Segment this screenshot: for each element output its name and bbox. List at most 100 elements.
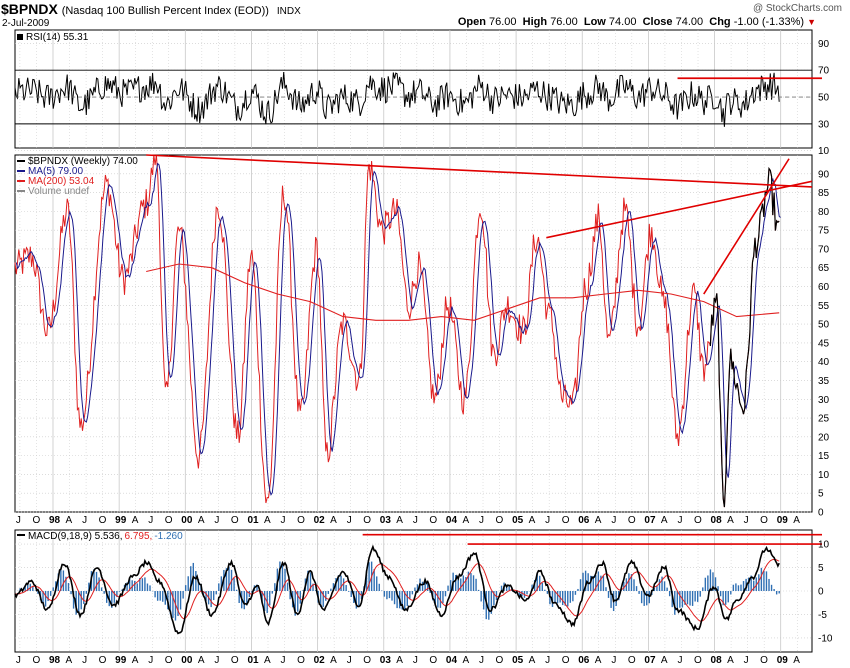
low-value: 74.00	[608, 16, 637, 28]
x-tick-label: A	[66, 655, 73, 666]
ma200-line	[146, 263, 780, 321]
main-ytick-label: 35	[818, 376, 830, 387]
x-tick-label: A	[727, 515, 734, 526]
trendline	[703, 158, 790, 295]
x-tick-label: 05	[512, 515, 524, 526]
x-tick-label: J	[347, 515, 352, 526]
x-tick-label: J	[545, 515, 550, 526]
macd-ytick-label: 0	[818, 587, 824, 598]
x-tick-label: A	[727, 655, 734, 666]
x-tick-label: A	[264, 515, 271, 526]
x-tick-label: 08	[711, 515, 723, 526]
close-label: Close	[642, 16, 673, 28]
x-tick-label: 08	[711, 655, 723, 666]
main-ytick-label: 55	[818, 301, 830, 312]
macd-ytick-label: 10	[818, 540, 830, 551]
main-ytick-label: 60	[818, 282, 830, 293]
x-tick-label: O	[363, 655, 371, 666]
x-tick-label: O	[496, 655, 504, 666]
x-tick-label: O	[297, 655, 305, 666]
high-label: High	[522, 16, 548, 28]
x-tick-label: A	[198, 655, 205, 666]
x-tick-label: A	[66, 515, 73, 526]
macd-histogram-legend: -1.260	[154, 531, 183, 542]
x-tick-label: J	[545, 655, 550, 666]
chart-date: 2-Jul-2009	[2, 18, 50, 29]
bpndx-recent-line	[709, 166, 780, 508]
main-legend-label: MA(5) 79.00	[28, 166, 83, 177]
main-ytick-label: 85	[818, 188, 830, 199]
x-tick-label: 07	[644, 515, 656, 526]
x-tick-label: A	[330, 515, 337, 526]
macd-ytick-label: 5	[818, 563, 824, 574]
x-tick-label: O	[297, 515, 305, 526]
main-ytick-label: 70	[818, 244, 830, 255]
x-tick-label: J	[148, 515, 153, 526]
main-ytick-label: 50	[818, 320, 830, 331]
x-tick-label: 01	[247, 515, 259, 526]
x-tick-label: A	[595, 515, 602, 526]
x-tick-label: O	[694, 655, 702, 666]
exchange: INDX	[276, 6, 301, 17]
chg-value: -1.00 (-1.33%)	[733, 16, 805, 28]
macd-signal-line	[14, 558, 780, 622]
x-tick-label: J	[744, 655, 749, 666]
x-tick-label: J	[611, 515, 616, 526]
ma5-line	[15, 162, 781, 496]
x-tick-label: J	[82, 655, 87, 666]
open-label: Open	[457, 16, 486, 28]
x-tick-label: J	[82, 515, 87, 526]
x-tick-label: 98	[49, 515, 61, 526]
x-tick-label: 02	[314, 515, 326, 526]
x-tick-label: A	[396, 655, 403, 666]
rsi-ytick-label: 50	[818, 93, 830, 104]
main-legend-label: Volume undef	[28, 186, 89, 197]
x-tick-label: A	[264, 655, 271, 666]
x-tick-label: 04	[446, 515, 458, 526]
x-tick-label: J	[677, 655, 682, 666]
x-tick-label: 05	[512, 655, 524, 666]
x-tick-label: J	[479, 655, 484, 666]
x-tick-label: J	[281, 655, 286, 666]
chg-label: Chg	[709, 16, 731, 28]
x-tick-label: O	[32, 655, 40, 666]
main-ytick-label: 0	[818, 508, 824, 519]
x-tick-label: A	[396, 515, 403, 526]
x-tick-label: J	[611, 655, 616, 666]
x-tick-label: O	[562, 515, 570, 526]
x-tick-label: A	[330, 655, 337, 666]
x-tick-label: J	[16, 655, 21, 666]
x-tick-label: 03	[380, 655, 392, 666]
x-tick-label: O	[429, 515, 437, 526]
x-tick-label: A	[661, 655, 668, 666]
x-tick-label: 06	[578, 515, 590, 526]
x-tick-label: A	[529, 655, 536, 666]
close-value: 74.00	[675, 16, 704, 28]
x-tick-label: A	[595, 655, 602, 666]
x-tick-label: O	[231, 515, 239, 526]
x-tick-label: J	[479, 515, 484, 526]
macd-ytick-label: -10	[818, 633, 833, 644]
x-tick-label: O	[628, 515, 636, 526]
main-ytick-label: 25	[818, 414, 830, 425]
x-tick-label: 02	[314, 655, 326, 666]
main-ytick-label: 80	[818, 207, 830, 218]
x-tick-label: J	[214, 655, 219, 666]
x-tick-label: A	[132, 655, 139, 666]
rsi-ytick-label: 90	[818, 39, 830, 50]
x-tick-label: 00	[181, 655, 193, 666]
watermark: @ StockCharts.com	[752, 3, 842, 14]
x-tick-label: O	[628, 655, 636, 666]
main-legend-label: MA(200) 53.04	[28, 176, 95, 187]
rsi-ytick-label: 10	[818, 146, 830, 157]
high-value: 76.00	[550, 16, 578, 28]
macd-signal-legend: 6.795,	[125, 531, 153, 542]
bpndx-price-line	[14, 154, 780, 508]
x-tick-label: 99	[115, 655, 127, 666]
main-ytick-label: 10	[818, 470, 830, 481]
x-tick-label: 98	[49, 655, 61, 666]
low-label: Low	[583, 16, 606, 28]
x-tick-label: 00	[181, 515, 193, 526]
x-tick-label: J	[281, 515, 286, 526]
